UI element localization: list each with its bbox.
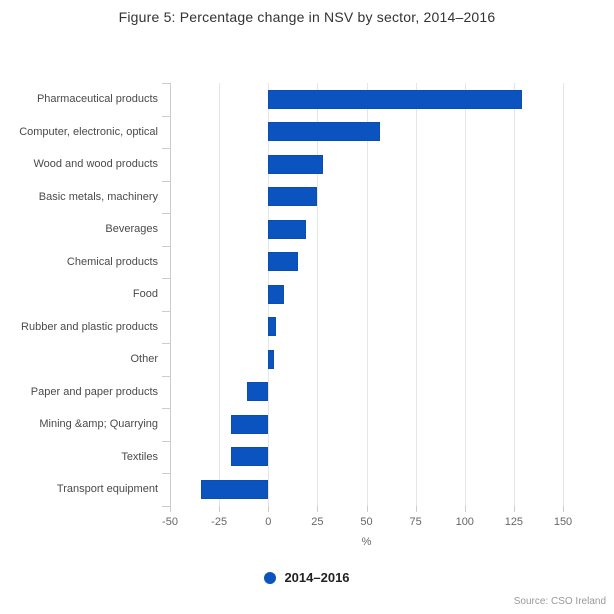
x-tick-label: 150: [553, 516, 573, 528]
gridline-x-25: [317, 83, 319, 506]
bar-6[interactable]: [268, 284, 284, 304]
x-tick-label: 0: [265, 516, 272, 528]
x-axis-tick: [170, 505, 171, 512]
x-tick-label: 125: [504, 516, 524, 528]
bar-4[interactable]: [268, 219, 306, 239]
x-tick-label: 100: [455, 516, 474, 528]
y-axis-tick: [162, 310, 170, 312]
category-label: Textiles: [121, 450, 158, 463]
x-axis-title: %: [361, 536, 372, 548]
x-tick-label: 25: [311, 516, 324, 528]
x-tick-label: 50: [360, 516, 373, 528]
gridline-x-50: [366, 83, 368, 506]
category-label: Computer, electronic, optical: [19, 125, 158, 138]
x-axis-tick: [366, 505, 368, 512]
y-axis-tick: [162, 343, 170, 344]
gridline-x-150: [563, 83, 564, 506]
category-label: Other: [130, 353, 158, 366]
chart-title: Figure 5: Percentage change in NSV by se…: [118, 9, 496, 25]
y-axis-tick: [162, 115, 170, 117]
x-tick-label: -50: [162, 516, 178, 528]
y-axis-tick: [162, 83, 170, 84]
category-label: Pharmaceutical products: [36, 93, 158, 106]
gridline-x--25: [219, 83, 221, 506]
x-axis-tick: [513, 505, 515, 512]
source-credit: Source: CSO Ireland: [513, 596, 606, 607]
bar-7[interactable]: [268, 317, 277, 337]
category-label: Food: [132, 288, 158, 301]
category-label: Rubber and plastic products: [21, 320, 158, 333]
x-axis-tick: [563, 505, 564, 512]
gridline-x-125: [513, 83, 515, 506]
legend-marker-icon: [264, 571, 277, 584]
category-label: Mining &amp; Quarrying: [39, 418, 158, 431]
x-axis-tick: [317, 505, 319, 512]
bar-3[interactable]: [268, 187, 318, 207]
y-axis-tick: [162, 473, 170, 474]
gridline-x-75: [415, 83, 417, 506]
bar-8[interactable]: [268, 349, 275, 369]
bar-11[interactable]: [230, 447, 269, 467]
bar-1[interactable]: [268, 122, 381, 142]
y-axis-tick: [162, 245, 170, 247]
y-axis-tick: [162, 213, 170, 214]
y-axis-tick: [162, 278, 170, 279]
y-axis-line: [170, 83, 171, 506]
y-axis-tick: [162, 505, 170, 507]
category-label: Paper and paper products: [30, 385, 158, 398]
category-label: Beverages: [105, 223, 158, 236]
category-label: Wood and wood products: [33, 158, 158, 171]
category-label: Transport equipment: [56, 483, 158, 496]
x-axis-tick: [219, 505, 221, 512]
bar-2[interactable]: [268, 154, 324, 174]
legend-label: 2014–2016: [284, 570, 350, 585]
x-axis-tick: [415, 505, 417, 512]
x-axis-tick: [464, 505, 466, 512]
x-tick-label: 75: [409, 516, 422, 528]
category-label: Chemical products: [66, 255, 158, 268]
x-tick-label: -25: [211, 516, 228, 528]
bar-10[interactable]: [230, 414, 269, 434]
category-label: Basic metals, machinery: [38, 190, 158, 203]
y-axis-tick: [162, 440, 170, 442]
y-axis-tick: [162, 148, 170, 149]
legend[interactable]: 2014–2016: [0, 570, 614, 585]
y-axis-tick: [162, 408, 170, 409]
y-axis-tick: [162, 375, 170, 377]
bar-0[interactable]: [268, 89, 522, 109]
bar-9[interactable]: [246, 382, 269, 402]
x-axis-tick: [268, 505, 270, 512]
bar-5[interactable]: [268, 252, 298, 272]
gridline-x-100: [464, 83, 466, 506]
bar-12[interactable]: [201, 479, 269, 499]
y-axis-tick: [162, 180, 170, 182]
